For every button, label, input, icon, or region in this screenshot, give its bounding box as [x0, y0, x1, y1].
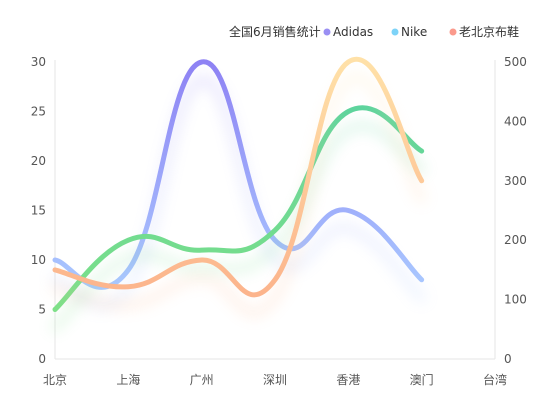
series-line[interactable]: [52, 105, 425, 312]
legend-marker: [391, 28, 399, 36]
series-2: [50, 56, 427, 318]
y-left-tick-label: 25: [31, 105, 46, 119]
y-left-tick-label: 20: [31, 154, 46, 168]
x-tick-label: 澳门: [410, 372, 434, 387]
legend-title: 全国6月销售统计: [229, 24, 321, 39]
legend-item[interactable]: Nike: [391, 25, 428, 39]
series-line[interactable]: [52, 56, 425, 298]
legend-label: Nike: [401, 25, 427, 39]
legend-label: Adidas: [333, 25, 373, 39]
x-tick-label: 深圳: [263, 373, 287, 387]
legend-label: 老北京布鞋: [459, 24, 519, 39]
y-left-tick-label: 15: [31, 204, 46, 218]
y-right-tick-label: 200: [504, 233, 527, 247]
y-left-tick-label: 10: [31, 253, 46, 267]
legend-marker: [323, 28, 331, 36]
x-tick-label: 北京: [43, 373, 67, 387]
y-right-tick-label: 300: [504, 174, 527, 188]
legend: 全国6月销售统计 Adidas Nike 老北京布鞋: [229, 24, 519, 39]
legend-marker: [449, 28, 457, 36]
y-left-tick-label: 30: [31, 55, 46, 69]
series-line-shadow: [50, 72, 427, 318]
series-line[interactable]: [52, 59, 425, 290]
x-tick-label: 广州: [190, 373, 214, 387]
y-right-tick-label: 0: [504, 352, 512, 366]
x-tick-label: 上海: [116, 372, 140, 387]
y-right-tick-label: 400: [504, 114, 527, 128]
y-left-tick-label: 5: [38, 303, 46, 317]
legend-item[interactable]: 老北京布鞋: [449, 24, 520, 39]
x-tick-label: 台湾: [483, 372, 507, 387]
y-right-tick-label: 500: [504, 55, 527, 69]
x-tick-label: 香港: [336, 373, 360, 387]
series-1: [50, 105, 427, 333]
series-layer: [50, 56, 427, 333]
y-left-tick-label: 0: [38, 352, 46, 366]
legend-item[interactable]: Adidas: [323, 25, 374, 39]
series-line-shadow: [50, 120, 427, 333]
y-right-tick-label: 100: [504, 293, 527, 307]
